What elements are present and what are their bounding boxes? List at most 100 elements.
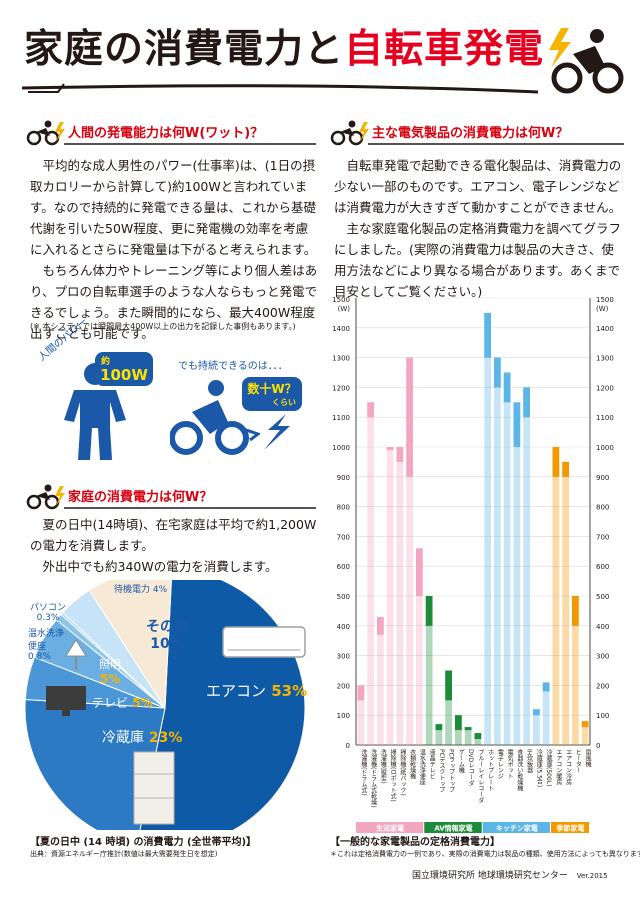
bar-range (416, 548, 423, 596)
bar-base (377, 616, 384, 745)
bar-range (425, 596, 433, 626)
pie-source: 出典：資源エネルギー庁推計(数値は最大需要発生日を想定) (30, 850, 218, 858)
bar-range (542, 682, 550, 692)
bar-base (542, 682, 550, 745)
bar-range (533, 709, 540, 716)
y-tick-label-right: 0 (596, 742, 600, 750)
bike-header-icon (26, 120, 316, 146)
category-label: 温水洗浄便座 (418, 748, 425, 786)
chart-note: ＊これは定格消費電力の一例であり、実際の消費電力は製品の種類、使用方法によっても… (330, 850, 640, 858)
y-axis-label: (W) (338, 305, 351, 313)
paragraph: もちろん体力やトレーニング等により個人差はあり、プロの自転車選手のような人ならも… (30, 263, 318, 341)
y-axis-label-right: (W) (596, 305, 609, 313)
bar-base (513, 402, 521, 745)
y-tick-label-right: 800 (596, 504, 609, 512)
section-heading-appliances: 主な電気製品の消費電力は何W？ (328, 120, 628, 146)
category-label: 洗濯機(ドラム式) (360, 748, 367, 795)
bar-base (357, 685, 365, 745)
y-tick-label: 1100 (332, 414, 350, 422)
bar-range (386, 447, 394, 450)
y-tick-label-right: 1000 (596, 444, 614, 452)
title-part-1: 家庭の消費電力と (24, 27, 345, 72)
y-tick-label: 500 (337, 593, 350, 601)
bar-range (562, 461, 569, 477)
paragraph: 外出中でも約340Wの電力を消費します。 (42, 559, 278, 574)
pie-label-toilet: 温水洗浄便座 0.8% (28, 626, 88, 662)
y-axis-label: 1500 (332, 296, 350, 304)
footnote: (※ 本システムでは瞬間最大400W以上の出力を記録した事例もあります。) (30, 322, 296, 331)
category-label: 洗濯機(縦型) (379, 748, 386, 783)
slice-value: 5% (132, 696, 153, 710)
category-label: エアコン冷房 (565, 749, 572, 786)
slice-name: エアコン (206, 682, 267, 700)
category-label: PCラップトップ (448, 749, 455, 793)
category-label: ブルーレイレコーダ (477, 748, 484, 804)
bar-base (494, 357, 501, 745)
y-tick-label: 1200 (332, 384, 350, 392)
category-label: 衣類乾燥機 (409, 748, 416, 780)
bar-base (581, 721, 589, 745)
section-title: 家庭の消費電力は何W？ (68, 490, 213, 505)
slice-name: 待機電力 (114, 585, 151, 595)
category-label: IH炊飯器 (526, 749, 533, 775)
callout-prefix: 約 (101, 357, 111, 367)
appliance-power-chart: 0 0 100 100 200 200 300 300 400 400 500 500 600 600 70… (332, 296, 614, 833)
callout-value: 数十W？ (247, 382, 297, 396)
y-tick-label: 100 (337, 712, 350, 720)
y-tick-label: 1000 (332, 444, 350, 452)
group-band (356, 822, 424, 833)
category-label: 扇風機 (584, 748, 591, 768)
bar-base (572, 596, 579, 745)
paragraph: 平均的な成人男性のパワー(仕事率)は、(1日の摂取カロリーから計算して)約100… (30, 158, 317, 257)
bar-base (484, 312, 491, 745)
section-title: 主な電気製品の消費電力は何W？ (372, 126, 569, 141)
bar-range (445, 670, 452, 701)
version: Ver.2015 (576, 872, 608, 880)
bar-range (581, 721, 589, 728)
category-label: 電子レンジ (496, 749, 503, 779)
slice-value: 10% (150, 636, 184, 652)
category-label: 掃除機(紙パック) (399, 748, 406, 795)
bar-base (425, 596, 433, 745)
category-label: ゲーム機 (457, 748, 464, 774)
y-tick-label-right: 100 (596, 712, 609, 720)
group-band (551, 822, 589, 833)
bar-base (406, 357, 413, 745)
pie-label-lighting: 照明 5% (99, 656, 121, 686)
pie-label-pc: パソコン 0.3% (30, 600, 66, 623)
paragraph: 自転車発電で起動できる電化製品は、消費電力の少ない一部のものです。エアコン、電子… (334, 158, 622, 215)
slice-name: 照明 (99, 658, 121, 671)
bike-header-icon (330, 120, 624, 146)
pie-chart: 待機電力 4% パソコン 0.3% 温水洗浄便座 0.8% その他 10% 照明… (0, 567, 320, 849)
bar-base (523, 387, 530, 745)
bar-base (562, 461, 569, 745)
pie-caption: 【夏の日中 (14 時頃) の消費電力 (全世帯平均)】 (30, 837, 257, 848)
paragraph: 主な家庭電化製品の定格消費電力を調べてグラフにしました。(実際の消費電力は製品の… (334, 221, 622, 299)
bar-base (552, 447, 560, 745)
bar-range (367, 402, 374, 418)
y-tick-label: 600 (337, 563, 350, 571)
bar-range (357, 685, 365, 701)
bar-base (464, 727, 472, 745)
bar-range (455, 715, 462, 731)
category-label: 食器洗い乾燥機 (516, 748, 523, 792)
tv-icon (46, 686, 86, 716)
bar-range (513, 402, 521, 447)
section-heading-human-power: 人間の発電能力は何W(ワット)？ (24, 120, 320, 146)
group-label: キッチン家電 (496, 824, 538, 833)
category-label: 掃除機(ロボット式) (389, 748, 396, 801)
pie-label-fridge: 冷蔵庫 23% (102, 727, 182, 747)
zigzag-icon (264, 414, 290, 450)
sustain-handwriting: でも持続できるのは．．． (178, 361, 288, 372)
page-title: 家庭の消費電力と自転車発電 (24, 28, 544, 72)
slice-value: 53% (271, 682, 308, 700)
slice-value: 5% (99, 672, 121, 686)
cyclist-illustration (170, 380, 260, 455)
y-tick-label-right: 300 (596, 653, 609, 661)
bar-base (445, 670, 452, 745)
y-tick-label: 900 (337, 474, 350, 482)
y-tick-label: 200 (337, 682, 350, 690)
bar-range (572, 596, 579, 626)
category-label: 電気ポット (506, 749, 513, 779)
y-tick-label: 0 (346, 742, 350, 750)
